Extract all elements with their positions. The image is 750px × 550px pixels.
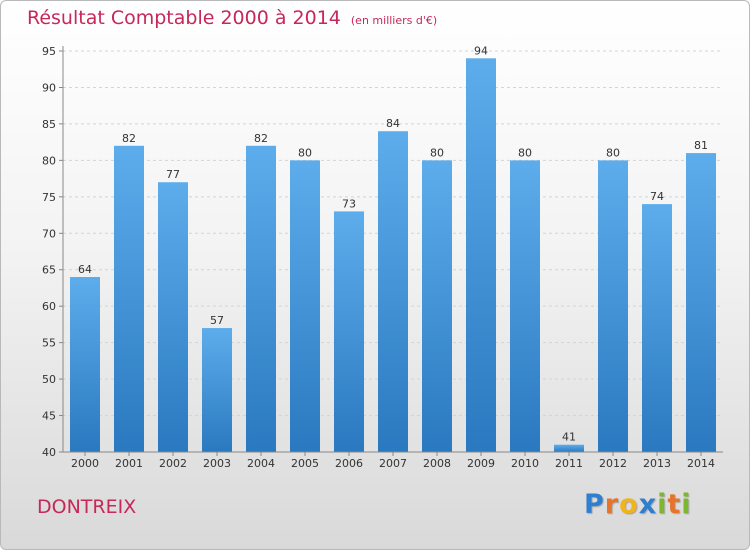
x-tick-label: 2008 xyxy=(423,457,451,470)
bar xyxy=(554,444,584,452)
x-tick-label: 2014 xyxy=(687,457,715,470)
data-label: 80 xyxy=(298,146,312,159)
x-tick-label: 2000 xyxy=(71,457,99,470)
x-tick-label: 2013 xyxy=(643,457,671,470)
bar xyxy=(510,160,540,452)
bar xyxy=(642,204,672,452)
chart-title: Résultat Comptable 2000 à 2014 (en millie… xyxy=(27,7,437,29)
chart-subtitle: (en milliers d'€) xyxy=(350,14,438,27)
y-tick-label: 70 xyxy=(42,227,56,240)
y-tick-label: 55 xyxy=(42,337,56,350)
bar xyxy=(158,182,188,452)
bar xyxy=(378,131,408,452)
data-label: 80 xyxy=(606,146,620,159)
title-text: Résultat Comptable 2000 à 2014 xyxy=(27,7,341,29)
y-tick-label: 95 xyxy=(42,45,56,58)
bar xyxy=(598,160,628,452)
proxiti-logo: Proxiti xyxy=(584,489,692,520)
x-tick-label: 2010 xyxy=(511,457,539,470)
bar xyxy=(202,328,232,452)
x-tick-label: 2009 xyxy=(467,457,495,470)
data-label: 80 xyxy=(430,146,444,159)
data-label: 41 xyxy=(562,431,576,444)
data-label: 81 xyxy=(694,139,708,152)
x-tick-label: 2011 xyxy=(555,457,583,470)
x-tick-label: 2007 xyxy=(379,457,407,470)
y-tick-label: 90 xyxy=(42,81,56,94)
data-label: 73 xyxy=(342,197,356,210)
y-tick-label: 40 xyxy=(42,446,56,459)
data-label: 80 xyxy=(518,146,532,159)
y-tick-label: 50 xyxy=(42,373,56,386)
x-tick-label: 2001 xyxy=(115,457,143,470)
logo-letter: x xyxy=(638,489,658,520)
bars: 64 82 77 57 82 80 73 84 80 94 80 41 80 74 81 xyxy=(70,44,716,453)
y-tick-label: 60 xyxy=(42,300,56,313)
logo-letter: i xyxy=(657,489,668,520)
y-tick-label: 80 xyxy=(42,154,56,167)
data-label: 82 xyxy=(254,132,268,145)
bar xyxy=(686,153,716,452)
data-label: 74 xyxy=(650,190,664,203)
x-tick-label: 2006 xyxy=(335,457,363,470)
logo-letter: o xyxy=(619,489,639,520)
x-tick-label: 2002 xyxy=(159,457,187,470)
data-label: 77 xyxy=(166,168,180,181)
data-label: 64 xyxy=(78,263,92,276)
logo-letter: P xyxy=(584,489,605,520)
y-tick-label: 75 xyxy=(42,191,56,204)
bar xyxy=(334,211,364,452)
bar xyxy=(246,145,276,453)
bar xyxy=(466,58,496,453)
bar xyxy=(422,160,452,452)
bar xyxy=(290,160,320,452)
bar xyxy=(70,277,100,452)
logo-letter: i xyxy=(681,489,692,520)
y-tick-label: 85 xyxy=(42,118,56,131)
commune-name: DONTREIX xyxy=(37,496,137,518)
data-label: 82 xyxy=(122,132,136,145)
y-tick-label: 45 xyxy=(42,410,56,423)
axes: 40 45 50 55 60 65 70 75 80 85 90 95 2000 2001 2002 2003… xyxy=(42,45,723,470)
logo-letter: t xyxy=(667,489,682,520)
bar xyxy=(114,145,144,453)
x-tick-label: 2004 xyxy=(247,457,275,470)
logo-letter: r xyxy=(604,489,620,520)
y-tick-label: 65 xyxy=(42,264,56,277)
data-label: 94 xyxy=(474,44,488,57)
data-label: 84 xyxy=(386,117,400,130)
x-tick-label: 2003 xyxy=(203,457,231,470)
x-tick-label: 2005 xyxy=(291,457,319,470)
x-tick-label: 2012 xyxy=(599,457,627,470)
data-label: 57 xyxy=(210,314,224,327)
